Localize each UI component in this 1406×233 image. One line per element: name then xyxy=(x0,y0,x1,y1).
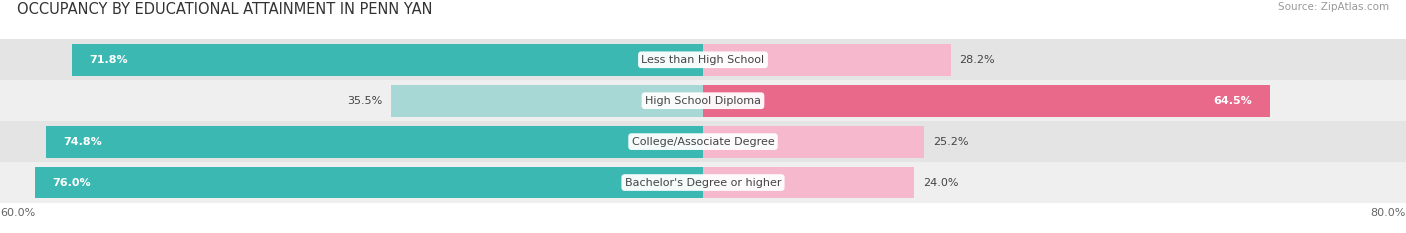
Bar xyxy=(703,167,914,199)
Text: 60.0%: 60.0% xyxy=(0,208,35,218)
Bar xyxy=(0,80,1406,121)
Legend: Owner-occupied, Renter-occupied: Owner-occupied, Renter-occupied xyxy=(588,232,818,233)
Text: Bachelor's Degree or higher: Bachelor's Degree or higher xyxy=(624,178,782,188)
Bar xyxy=(0,162,1406,203)
Text: Source: ZipAtlas.com: Source: ZipAtlas.com xyxy=(1278,2,1389,12)
Text: 74.8%: 74.8% xyxy=(63,137,103,147)
Text: 28.2%: 28.2% xyxy=(960,55,995,65)
Text: High School Diploma: High School Diploma xyxy=(645,96,761,106)
Text: 24.0%: 24.0% xyxy=(922,178,957,188)
Text: College/Associate Degree: College/Associate Degree xyxy=(631,137,775,147)
Text: 80.0%: 80.0% xyxy=(1371,208,1406,218)
Bar xyxy=(703,85,1270,117)
Bar xyxy=(0,39,1406,80)
Bar xyxy=(0,121,1406,162)
Text: 71.8%: 71.8% xyxy=(90,55,128,65)
Bar xyxy=(72,44,703,76)
Bar xyxy=(46,126,703,158)
Bar xyxy=(703,44,950,76)
Text: OCCUPANCY BY EDUCATIONAL ATTAINMENT IN PENN YAN: OCCUPANCY BY EDUCATIONAL ATTAINMENT IN P… xyxy=(17,2,433,17)
Bar xyxy=(391,85,703,117)
Bar xyxy=(703,126,925,158)
Text: 76.0%: 76.0% xyxy=(53,178,91,188)
Text: 64.5%: 64.5% xyxy=(1213,96,1253,106)
Text: 35.5%: 35.5% xyxy=(347,96,382,106)
Text: 25.2%: 25.2% xyxy=(934,137,969,147)
Text: Less than High School: Less than High School xyxy=(641,55,765,65)
Bar xyxy=(35,167,703,199)
